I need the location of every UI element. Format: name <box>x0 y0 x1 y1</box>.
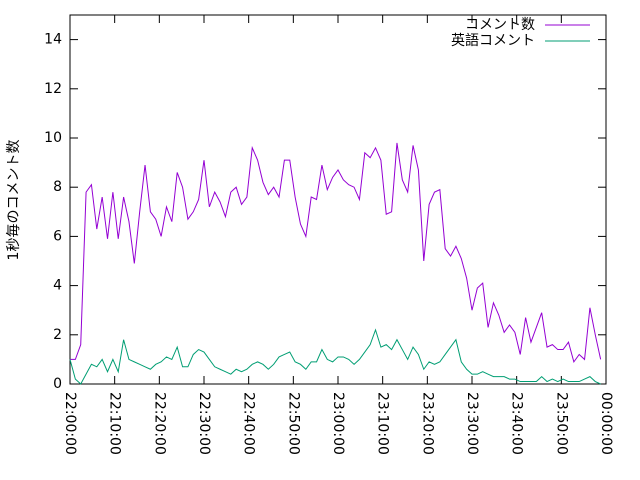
x-tick-label: 22:40:00 <box>241 392 257 455</box>
x-tick-label: 00:00:00 <box>598 392 614 455</box>
y-tick-label: 0 <box>53 376 62 392</box>
x-tick-label: 22:30:00 <box>196 392 212 455</box>
series-line <box>70 142 602 363</box>
legend-label: 英語コメント <box>451 32 535 49</box>
legend-label: コメント数 <box>465 17 535 33</box>
x-tick-label: 22:50:00 <box>285 392 301 455</box>
series-line <box>69 328 601 385</box>
y-tick-label: 14 <box>44 32 62 48</box>
y-axis-label: 1秒毎のコメント数 <box>6 140 22 261</box>
x-tick-label: 22:20:00 <box>151 392 167 455</box>
x-tick-label: 22:00:00 <box>62 392 78 455</box>
y-tick-label: 8 <box>53 179 62 195</box>
y-tick-label: 12 <box>44 81 62 97</box>
x-tick-label: 22:10:00 <box>107 392 123 455</box>
x-tick-label: 23:30:00 <box>464 392 480 455</box>
y-tick-label: 10 <box>44 130 62 146</box>
y-tick-label: 2 <box>53 327 62 343</box>
y-tick-label: 6 <box>53 228 62 244</box>
x-tick-label: 23:50:00 <box>553 392 569 455</box>
x-tick-label: 23:20:00 <box>419 392 435 455</box>
x-tick-label: 23:00:00 <box>330 392 346 455</box>
plot-border <box>69 14 607 385</box>
x-tick-label: 23:40:00 <box>509 392 525 455</box>
x-tick-label: 23:10:00 <box>375 392 391 455</box>
y-tick-label: 4 <box>53 278 62 294</box>
